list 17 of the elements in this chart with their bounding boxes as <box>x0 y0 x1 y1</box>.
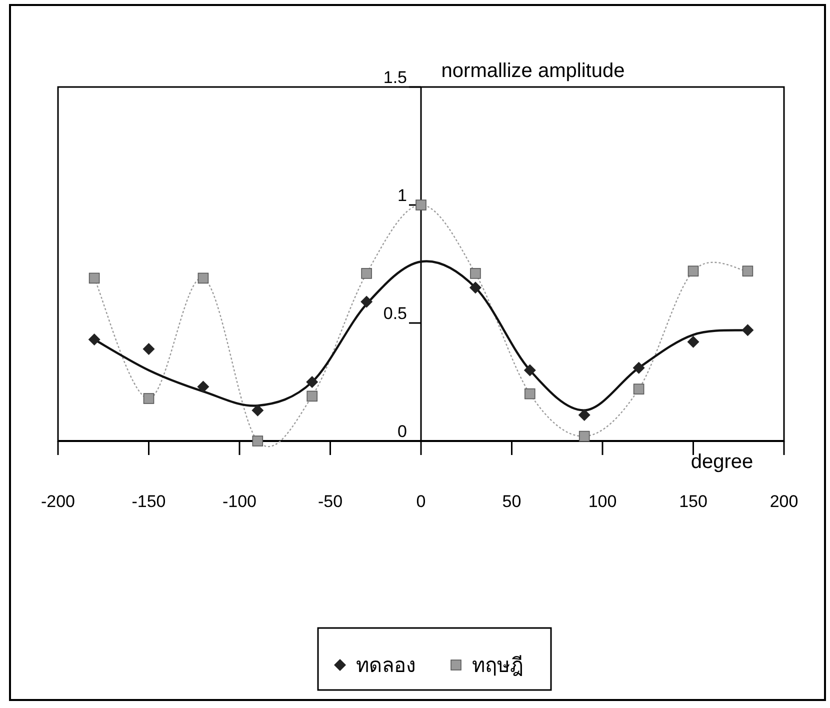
legend-label: ทฤษฎี <box>472 655 523 677</box>
x-axis-title: degree <box>690 451 754 473</box>
x-tick-label: 0 <box>416 492 426 511</box>
x-tick-label: 50 <box>502 492 522 511</box>
legend-label: ทดลอง <box>356 655 416 677</box>
x-tick-label: -100 <box>222 492 257 511</box>
x-tick-label: 150 <box>679 492 708 511</box>
y-axis-title: normallize amplitude <box>441 60 625 82</box>
y-tick-label: 0.5 <box>383 304 407 323</box>
x-tick-label: 100 <box>588 492 617 511</box>
x-tick-label: -50 <box>318 492 343 511</box>
x-tick-label: -150 <box>132 492 166 511</box>
x-tick-label: -200 <box>40 492 76 511</box>
y-tick-label: 1 <box>398 186 407 205</box>
y-tick-label: 1.5 <box>383 68 407 87</box>
y-tick-label: 0 <box>398 422 407 441</box>
x-tick-label: 200 <box>770 492 798 511</box>
